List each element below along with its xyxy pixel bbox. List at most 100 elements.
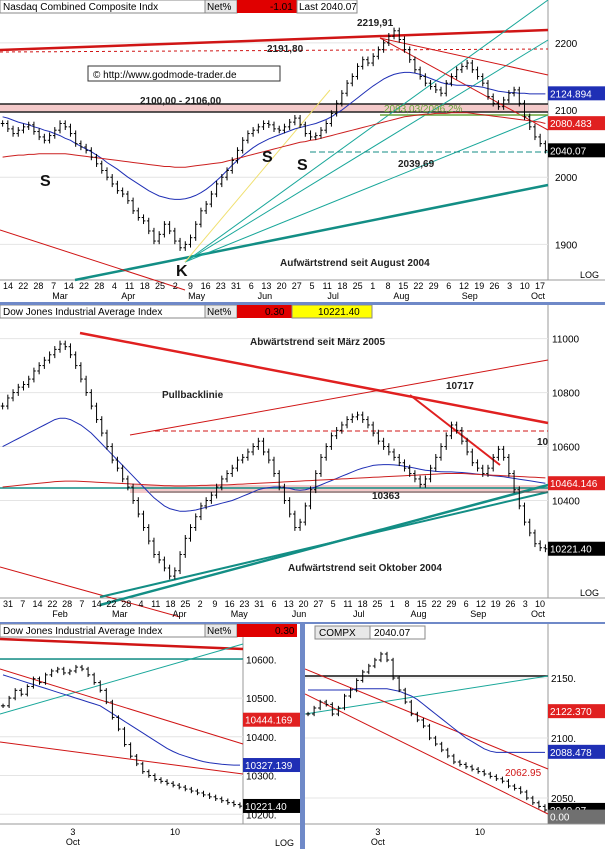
nasdaq-title: Nasdaq Combined Composite Indx [3,2,158,13]
x-tick-label: 18 [358,599,368,609]
x-tick-label: 7 [20,599,25,609]
x-tick-label: 15 [417,599,427,609]
x-month-label: Oct [531,291,546,301]
nasdaq-trendlines [0,0,549,291]
dow-ma-red [2,473,546,488]
x-tick-label: 10 [535,599,545,609]
x-tick-label: 29 [429,281,439,291]
x-tick-label: 22 [106,599,116,609]
x-tick-label: 1 [370,281,375,291]
x-tick-label: 4 [138,599,143,609]
y-tick-label: 11000 [552,335,580,346]
x-tick-label: 8 [404,599,409,609]
y-tick-label: 10300. [246,772,277,783]
x-tick-label: 5 [331,599,336,609]
x-tick-label: 31 [254,599,264,609]
y-tick-label: 10500. [246,694,277,705]
y-tick-label: 10200. [246,810,277,821]
x-tick-label: 20 [277,281,287,291]
annot-10363: 10363 [372,491,400,502]
compx-y-axis: 2150. 2100. 2050. [551,674,576,805]
x-month-label: May [188,291,206,301]
x-tick-label: 14 [33,599,43,609]
price-tag-label: 10221.40 [550,545,592,556]
x-tick-label: 9 [188,281,193,291]
nasdaq-ma-blue [2,71,546,200]
x-tick-label: 22 [413,281,423,291]
x-tick-label: 25 [180,599,190,609]
x-tick-label: 11 [343,599,352,609]
x-tick-label: 15 [398,281,408,291]
x-tick-label: 23 [216,281,226,291]
x-tick-label: 28 [62,599,72,609]
dow-intraday-net-label: Net% [207,626,232,637]
annot-aufwaerts-aug: Aufwärtstrend seit August 2004 [280,258,430,269]
price-tag [548,86,605,101]
x-tick-label: 3 [70,827,75,837]
x-month-label: Mar [52,291,68,301]
price-tag [548,476,605,491]
annot-2219: 2219,91 [357,18,394,29]
annot-aufwaerts-okt: Aufwärtstrend seit Oktober 2004 [288,563,442,574]
nasdaq-last: Last 2040.07 [299,2,357,13]
x-tick-label: 28 [33,281,43,291]
x-month-label: Aug [410,609,426,619]
x-tick-label: 25 [372,599,382,609]
x-tick-label: 3 [523,599,528,609]
dow-log-label: LOG [580,588,599,598]
dow-intraday-trendlines [0,637,244,775]
dow-last: 10221.40 [318,307,360,318]
nasdaq-chart-panel: Nasdaq Combined Composite Indx Net% -1.0… [0,0,605,302]
x-tick-label: 27 [313,599,323,609]
price-tag-label: 2040.07 [550,146,587,157]
x-tick-label: 6 [464,599,469,609]
nasdaq-log-label: LOG [580,270,599,280]
dow-chart-panel: Dow Jones Industrial Average Index Net% … [0,305,605,622]
y-tick-label: 2000 [555,173,578,184]
x-tick-label: 8 [385,281,390,291]
price-tag [548,744,605,759]
x-tick-label: 10 [475,827,485,837]
x-tick-label: 18 [166,599,176,609]
dow-intraday-ma-blue [2,674,240,766]
annot-s1: S [40,173,51,190]
x-tick-label: 22 [47,599,57,609]
x-tick-label: 25 [353,281,363,291]
x-tick-label: 5 [309,281,314,291]
compx-intraday-svg: COMPX 2040.07 2062.95 2150. 2100. 2050. 3O… [305,624,605,849]
y-tick-label: 10800 [552,389,580,400]
y-tick-label: 2150. [551,674,576,685]
x-tick-label: 16 [225,599,235,609]
x-month-label: Sep [470,609,486,619]
compx-trendlines [305,668,549,815]
x-tick-label: 28 [121,599,131,609]
nasdaq-x-axis: 14 22 28 7 14 22 28 4 11 18 25 2 9 16 23 31 6 13 20 27 5 11 18… [3,281,546,301]
dow-intraday-net-value: 0.30 [275,626,295,637]
x-month-label: Apr [121,291,135,301]
x-tick-label: 31 [231,281,241,291]
price-tag-label: 2122.370 [550,707,592,718]
x-month-label: Oct [371,837,386,847]
y-tick-label: 2100. [551,734,576,745]
y-tick-label: 10400. [246,733,277,744]
x-tick-label: 13 [261,281,271,291]
x-tick-label: 16 [201,281,211,291]
x-tick-label: 11 [151,599,160,609]
x-tick-label: 19 [491,599,501,609]
price-tag [243,758,300,773]
x-tick-label: 11 [323,281,332,291]
x-tick-label: 6 [271,599,276,609]
x-tick-label: 14 [92,599,102,609]
dow-intraday-svg: Dow Jones Industrial Average Index Net% … [0,624,300,849]
x-tick-label: 11 [125,281,134,291]
price-tag-label: 0.00 [550,813,570,824]
annot-s2: S [262,149,273,166]
x-month-label: Apr [172,609,186,619]
y-tick-label: 2050. [551,794,576,805]
compx-ma-blue [308,688,545,753]
panel-divider [0,302,605,305]
x-tick-label: 3 [507,281,512,291]
